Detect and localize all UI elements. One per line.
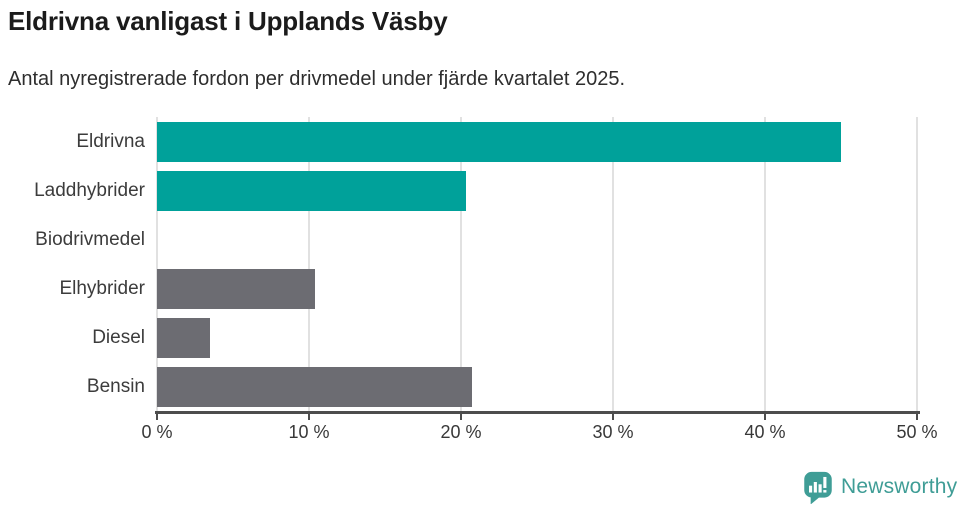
category-label-biodrivmedel: Biodrivmedel xyxy=(35,228,145,250)
bar-elhybrider xyxy=(157,269,316,309)
bar-row-eldrivna xyxy=(157,117,917,166)
bar-row-elhybrider xyxy=(157,265,917,314)
tick-label-50: 50 % xyxy=(896,422,938,442)
gridline-20 xyxy=(460,117,462,412)
bar-row-laddhybrider xyxy=(157,166,917,215)
bar-laddhybrider xyxy=(157,170,466,211)
gridline-40 xyxy=(764,117,766,412)
newsworthy-speech-bubble-chart-icon xyxy=(804,471,832,504)
axis-tick-0 xyxy=(155,414,159,420)
tick-label-0: 0 % xyxy=(141,422,173,442)
tick-label-20: 20 % xyxy=(440,422,482,442)
axis-tick-10 xyxy=(307,414,311,420)
axis-tick-30 xyxy=(611,414,615,420)
gridline-30 xyxy=(612,117,614,412)
chart-title: Eldrivna vanligast i Upplands Väsby xyxy=(8,6,448,36)
axis-tick-20 xyxy=(459,414,463,420)
tick-label-10: 10 % xyxy=(288,422,330,442)
axis-tick-50 xyxy=(915,414,919,420)
plot-area xyxy=(156,117,918,412)
bar-diesel xyxy=(157,318,211,359)
category-label-elhybrider: Elhybrider xyxy=(59,278,145,300)
bar-row-diesel xyxy=(157,314,917,363)
category-label-eldrivna: Eldrivna xyxy=(76,130,145,152)
x-axis-line xyxy=(155,411,920,414)
chart-subtitle: Antal nyregistrerade fordon per drivmede… xyxy=(8,68,626,90)
tick-label-30: 30 % xyxy=(592,422,634,442)
category-label-laddhybrider: Laddhybrider xyxy=(34,179,145,201)
gridline-10 xyxy=(308,117,310,412)
bar-eldrivna xyxy=(157,121,841,162)
newsworthy-logo: Newsworthy xyxy=(803,471,958,504)
gridline-0 xyxy=(156,117,158,412)
newsworthy-logo-text: Newsworthy xyxy=(841,475,958,498)
bar-bensin xyxy=(157,367,472,408)
category-label-diesel: Diesel xyxy=(92,327,145,349)
axis-tick-40 xyxy=(763,414,767,420)
category-label-bensin: Bensin xyxy=(86,376,145,398)
bar-chart xyxy=(0,117,960,412)
bar-row-bensin xyxy=(157,363,917,412)
gridline-50 xyxy=(916,117,918,412)
bar-row-biodrivmedel xyxy=(157,215,917,264)
tick-label-40: 40 % xyxy=(744,422,786,442)
